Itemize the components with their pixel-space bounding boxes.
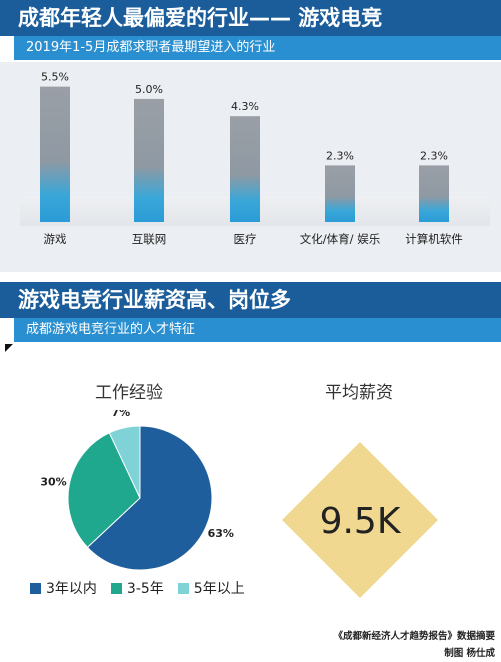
bar-chart: 5.5% 游戏 5.0% 互联网 4.3% 医疗 2.3% 文化/体育/ 娱乐 2.3% 计算机软…: [40, 71, 463, 246]
corner-marker-icon: [5, 344, 13, 352]
legend-item: 3-5年: [110, 578, 164, 598]
legend-label: 3-5年: [126, 581, 164, 597]
legend-item: 3年以内: [30, 578, 97, 598]
pie-value-label: 7%: [111, 410, 130, 419]
pie-legend: 3年以内 3-5年 5年以上: [30, 578, 259, 598]
salary-value: 9.5K: [320, 501, 402, 542]
bar-category-label: 互联网: [132, 232, 167, 246]
header-banner: 成都年轻人最偏爱的行业—— 游戏电竞: [0, 0, 501, 36]
bar-category-label: 文化/体育/ 娱乐: [300, 232, 381, 246]
legend-swatch: [110, 582, 122, 594]
bar-category-label: 计算机软件: [405, 232, 463, 246]
bar-category-label: 医疗: [234, 232, 257, 246]
section2-subtitle-bar: 成都游戏电竞行业的人才特征: [14, 318, 501, 342]
pie-value-label: 63%: [208, 527, 234, 540]
header-subtitle-bar: 2019年1-5月成都求职者最期望进入的行业: [14, 36, 501, 60]
salary-diamond: 9.5K: [282, 442, 438, 598]
legend-label: 3年以内: [46, 581, 97, 597]
bar-1: [134, 98, 164, 222]
legend-swatch: [30, 582, 41, 594]
bar-value-label: 4.3%: [231, 100, 259, 113]
diamond-shape: [282, 442, 438, 598]
bar-4: [419, 165, 449, 222]
bar-3: [325, 165, 355, 222]
footer-credit: 制图 杨仕成: [444, 648, 495, 659]
section2-title: 游戏电竞行业薪资高、岗位多: [18, 288, 291, 312]
salary-title: 平均薪资: [325, 383, 393, 403]
footer-source: 《成都新经济人才趋势报告》数据摘要: [333, 631, 495, 642]
bar-value-label: 2.3%: [326, 149, 354, 162]
section2-banner: 游戏电竞行业薪资高、岗位多: [0, 282, 501, 318]
experience-title: 工作经验: [95, 383, 163, 403]
header-title: 成都年轻人最偏爱的行业—— 游戏电竞: [18, 6, 383, 30]
pie-slice-1: [67, 432, 141, 548]
bar-0: [40, 86, 70, 222]
pie-value-label: 30%: [40, 476, 66, 489]
legend-label: 5年以上: [193, 581, 245, 597]
legend-item: 5年以上: [177, 578, 245, 598]
pie-slice-2: [108, 425, 141, 499]
bar-value-label: 5.5%: [41, 71, 69, 84]
pie-slice-0: [86, 425, 213, 571]
pie-chart: 63% 30% 7%: [40, 410, 234, 571]
section2-subtitle: 成都游戏电竞行业的人才特征: [26, 322, 196, 337]
bar-value-label: 5.0%: [135, 83, 163, 96]
bar-category-label: 游戏: [44, 232, 67, 246]
bar-2: [230, 116, 260, 222]
bar-value-label: 2.3%: [420, 149, 448, 162]
header-subtitle: 2019年1-5月成都求职者最期望进入的行业: [26, 40, 276, 55]
legend-swatch: [177, 582, 189, 594]
